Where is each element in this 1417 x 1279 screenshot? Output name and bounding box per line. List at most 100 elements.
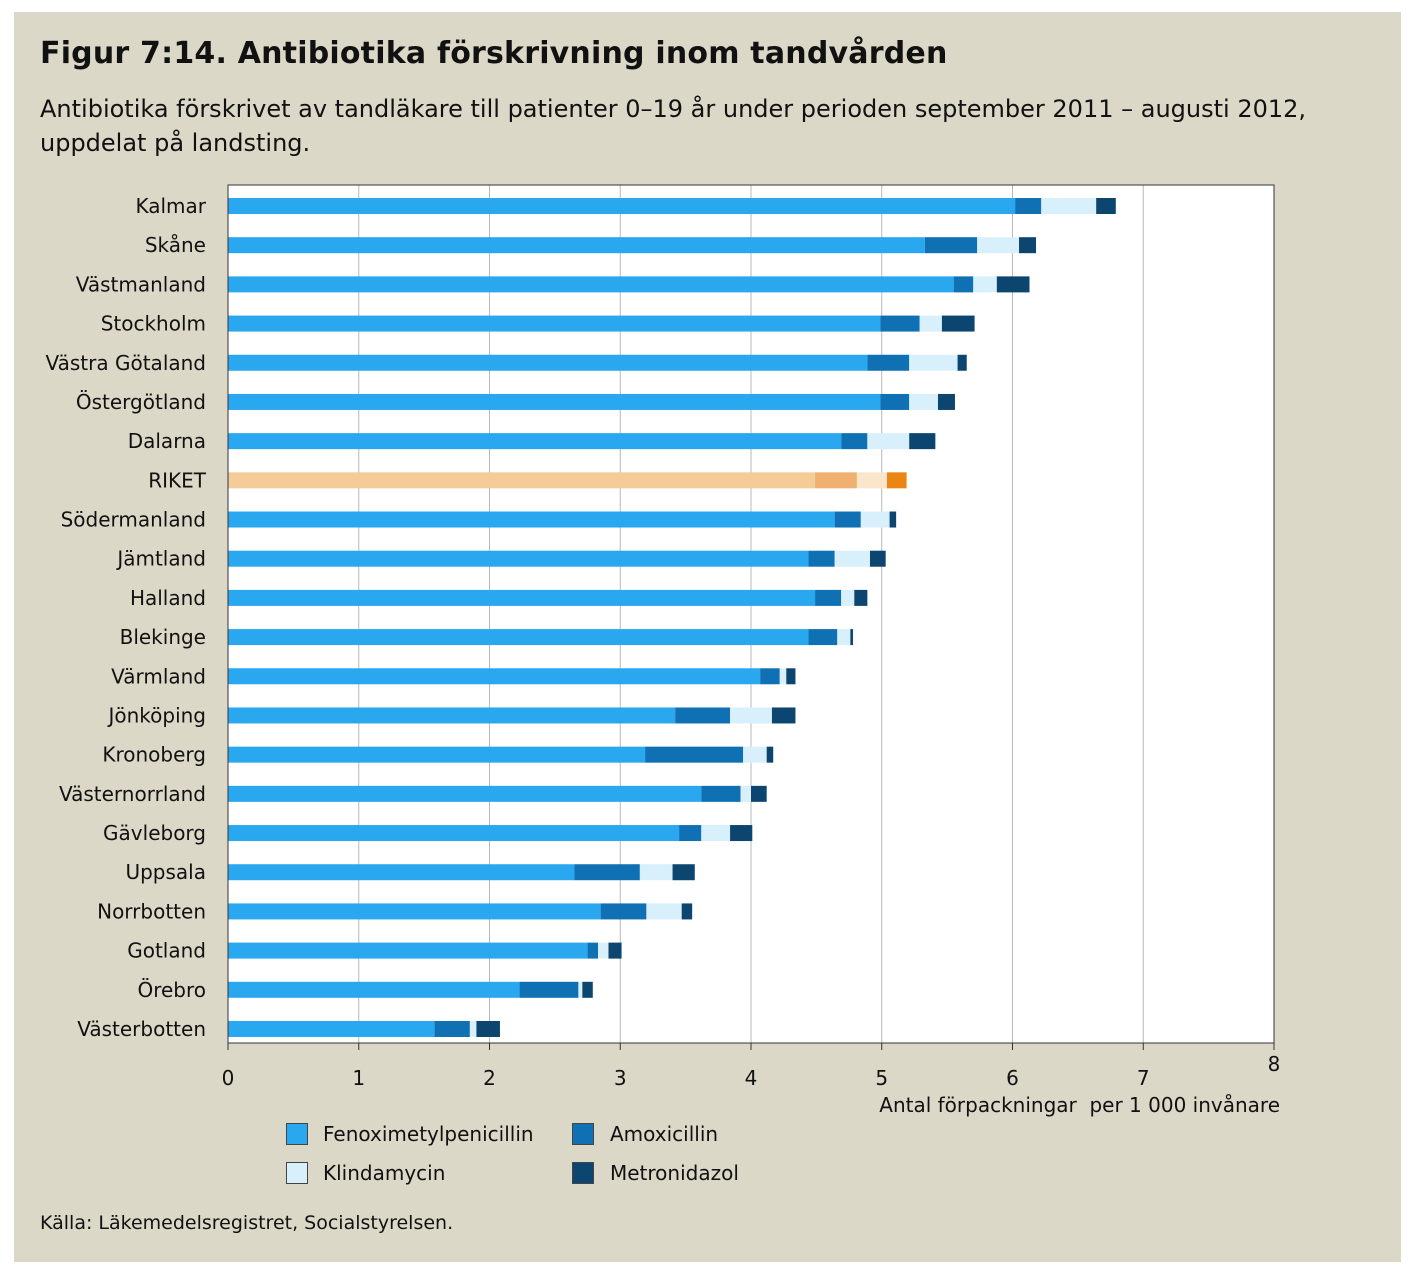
y-category-label: Jönköping [106,703,206,727]
bar-fenoximetylpenicillin [228,589,816,606]
legend-label-klindamycin: Klindamycin [323,1161,446,1185]
y-category-label: Västernorrland [59,782,206,806]
bar-amoxicillin [815,472,857,489]
x-tick-label: 7 [1137,1066,1150,1090]
y-category-label: Uppsala [125,860,206,884]
y-category-label: Värmland [111,664,206,688]
bar-fenoximetylpenicillin [228,276,954,293]
bar-metronidazol [909,433,936,450]
bar-amoxicillin [701,785,741,802]
y-category-label: RIKET [148,468,207,492]
bar-fenoximetylpenicillin [228,903,601,920]
bar-fenoximetylpenicillin [228,354,868,371]
y-category-label: Halland [130,586,206,610]
bar-amoxicillin [519,981,579,998]
bar-fenoximetylpenicillin [228,315,881,332]
bar-fenoximetylpenicillin [228,825,680,842]
bar-amoxicillin [760,668,780,685]
bar-metronidazol [957,354,967,371]
y-category-label: Jämtland [115,547,206,571]
bar-klindamycin [598,942,609,959]
bar-amoxicillin [808,550,835,567]
bar-metronidazol [941,315,975,332]
x-tick-label: 5 [875,1066,888,1090]
bar-metronidazol [886,472,907,489]
x-tick-label: 3 [614,1066,627,1090]
legend-label-fenoximetylpenicillin: Fenoximetylpenicillin [323,1122,534,1146]
legend-swatch-klindamycin [286,1162,308,1184]
bar-fenoximetylpenicillin [228,629,809,646]
bar-klindamycin [977,237,1020,254]
legend-swatch-metronidazol [572,1162,594,1184]
x-tick-label: 2 [483,1066,496,1090]
bar-metronidazol [786,668,796,685]
bar-amoxicillin [600,903,647,920]
bar-amoxicillin [924,237,978,254]
bar-klindamycin [779,668,787,685]
bar-metronidazol [1019,237,1037,254]
bar-klindamycin [578,981,583,998]
x-tick-label: 0 [222,1066,235,1090]
figure-subtitle: Antibiotika förskrivet av tandläkare til… [40,95,1307,157]
bar-klindamycin [740,785,751,802]
bar-fenoximetylpenicillin [228,707,676,724]
bar-fenoximetylpenicillin [228,433,842,450]
bar-fenoximetylpenicillin [228,785,702,802]
bar-amoxicillin [834,511,861,528]
y-category-label: Norrbotten [97,899,206,923]
bar-metronidazol [672,864,695,881]
bar-metronidazol [730,825,753,842]
y-category-label: Västerbotten [77,1017,206,1041]
y-category-label: Kalmar [135,194,206,218]
plot-frame [227,184,1275,1044]
bar-klindamycin [973,276,997,293]
source-note: Källa: Läkemedelsregistret, Socialstyrel… [40,1212,454,1234]
bar-klindamycin [743,746,767,763]
y-category-label: Örebro [137,978,206,1002]
bar-metronidazol [850,629,853,646]
bar-klindamycin [837,629,851,646]
legend-label-amoxicillin: Amoxicillin [610,1122,719,1146]
bar-amoxicillin [679,825,702,842]
y-category-label: Gävleborg [103,821,206,845]
bar-fenoximetylpenicillin [228,393,881,410]
bar-fenoximetylpenicillin [228,550,809,567]
bar-klindamycin [867,433,910,450]
bar-metronidazol [766,746,774,763]
bar-amoxicillin [434,1020,470,1037]
legend-label-metronidazol: Metronidazol [610,1161,739,1185]
bar-metronidazol [771,707,796,724]
y-category-label: Västmanland [76,272,206,296]
bar-fenoximetylpenicillin [228,198,1016,214]
bar-amoxicillin [841,433,868,450]
bar-amoxicillin [587,942,599,959]
bar-fenoximetylpenicillin [228,864,575,881]
bar-klindamycin [919,315,942,332]
y-category-label: Stockholm [101,312,206,336]
bar-metronidazol [751,785,767,802]
bar-klindamycin [909,393,938,410]
y-category-label: Kronoberg [102,743,206,767]
figure-title: Figur 7:14. Antibiotika förskrivning ino… [40,36,948,71]
bar-metronidazol [937,393,955,410]
bar-amoxicillin [880,315,920,332]
bar-klindamycin [1041,198,1097,214]
bar-klindamycin [469,1020,477,1037]
bar-klindamycin [639,864,673,881]
bar-metronidazol [681,903,693,920]
bar-amoxicillin [574,864,640,881]
bar-amoxicillin [1015,198,1042,214]
bar-klindamycin [834,550,870,567]
bar-klindamycin [860,511,890,528]
bar-klindamycin [730,707,772,724]
bar-amoxicillin [867,354,910,371]
bar-amoxicillin [815,589,842,606]
bar-metronidazol [582,981,593,998]
bar-fenoximetylpenicillin [228,472,816,489]
bar-metronidazol [476,1020,500,1037]
y-category-label: Östergötland [76,390,206,414]
x-tick-label: 4 [745,1066,758,1090]
bar-klindamycin [856,472,887,489]
bar-klindamycin [909,354,958,371]
